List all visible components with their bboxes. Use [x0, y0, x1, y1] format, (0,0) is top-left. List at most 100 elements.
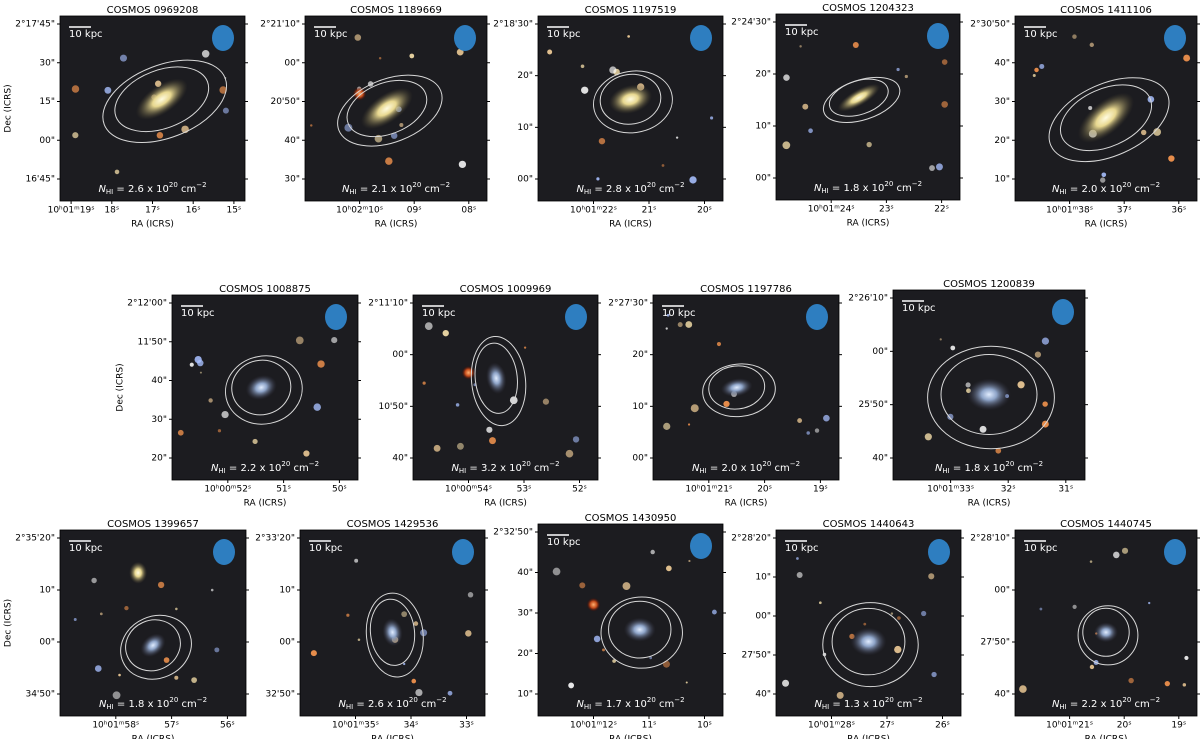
background-source — [1017, 381, 1025, 389]
nhi-value: = 1.3 x 10 — [829, 699, 885, 710]
hi-contour — [369, 598, 416, 666]
background-source — [403, 662, 406, 666]
background-source — [467, 592, 474, 598]
y-tick-label: 30" — [151, 415, 167, 425]
background-source — [222, 107, 229, 114]
x-tick-label: 10ʰ00ᵐ54ˢ — [445, 485, 492, 495]
background-source — [716, 341, 722, 347]
background-source — [217, 429, 222, 433]
background-source — [73, 618, 77, 621]
x-tick-label: 33ˢ — [459, 721, 474, 731]
panel: 10 kpc COSMOS 1440745 NHI = 2.2 x 1020 cm−… — [970, 519, 1200, 739]
background-source — [385, 157, 393, 165]
y-tick-label: 30" — [39, 58, 55, 68]
background-source — [447, 690, 453, 696]
nhi-symbol: N — [1052, 184, 1060, 195]
background-source — [129, 561, 148, 584]
background-source — [295, 336, 304, 345]
x-tick-label: 10ʰ01ᵐ19ˢ — [48, 206, 95, 216]
scale-bar-label: 10 kpc — [1024, 543, 1058, 554]
x-axis-label: RA (ICRS) — [1085, 735, 1128, 739]
background-source — [461, 365, 476, 380]
y-tick-label: 27'50" — [980, 638, 1010, 648]
y-tick-label: 10" — [517, 123, 533, 133]
x-tick-label: 51ˢ — [276, 485, 291, 495]
background-source — [689, 176, 697, 184]
y-tick-label: 2°35'20" — [15, 534, 55, 544]
background-source — [357, 638, 361, 641]
background-source — [354, 34, 362, 41]
background-source — [124, 605, 129, 611]
x-axis-label: RA (ICRS) — [244, 499, 287, 509]
hi-contour — [599, 73, 662, 125]
y-tick-label: 10" — [39, 586, 55, 596]
background-source — [1072, 34, 1077, 39]
x-tick-label: 22ˢ — [934, 205, 949, 215]
background-source — [1032, 74, 1036, 78]
background-source — [649, 656, 653, 660]
background-source — [1148, 601, 1151, 605]
background-source — [413, 621, 419, 626]
column-density-label: NHI = 2.6 x 1020 cm−2 — [338, 696, 446, 711]
column-density-label: NHI = 2.6 x 1020 cm−2 — [98, 181, 206, 196]
nhi-exponent: 20 — [762, 460, 771, 468]
background-source — [1019, 685, 1027, 693]
background-source — [799, 45, 802, 48]
scale-bar-label: 10 kpc — [1024, 29, 1058, 40]
nhi-exponent: 20 — [522, 460, 531, 468]
y-tick-label: 2°24'30" — [731, 18, 771, 28]
hi-contour — [114, 66, 210, 133]
background-source — [602, 648, 605, 652]
background-source — [378, 57, 382, 60]
background-source — [818, 601, 822, 605]
nhi-subscript: HI — [942, 467, 949, 475]
background-source — [313, 403, 321, 411]
beam — [452, 539, 474, 565]
y-tick-label: 20" — [517, 71, 533, 81]
nhi-symbol: N — [576, 184, 584, 195]
y-axis-label: Dec (ICRS) — [4, 599, 14, 647]
x-tick-label: 11ˢ — [642, 721, 657, 731]
nhi-exponent: 20 — [1005, 460, 1014, 468]
y-tick-label: 2°21'10" — [260, 20, 300, 30]
background-source — [663, 422, 671, 430]
x-tick-label: 56ˢ — [220, 721, 235, 731]
beam — [565, 304, 587, 330]
nhi-unit-exponent: −2 — [912, 696, 922, 704]
panel-frame — [652, 294, 840, 481]
y-tick-label: 30" — [994, 97, 1010, 107]
background-source — [665, 327, 668, 330]
background-source — [208, 398, 213, 403]
y-tick-label: 40" — [151, 376, 167, 386]
x-axis-label: RA (ICRS) — [375, 220, 418, 230]
background-source — [442, 330, 449, 337]
background-source — [1140, 129, 1147, 136]
nhi-unit-exponent: −2 — [309, 460, 319, 468]
background-source — [941, 101, 948, 108]
x-tick-label: 10ʰ01ᵐ58ˢ — [92, 721, 139, 731]
y-tick-label: 32'50" — [265, 690, 295, 700]
background-source — [712, 609, 717, 615]
nhi-symbol: N — [814, 183, 822, 194]
galaxy — [850, 627, 887, 656]
background-source — [346, 613, 350, 617]
hi-contour — [822, 76, 901, 123]
x-axis-label: RA (ICRS) — [968, 499, 1011, 509]
nhi-exponent: 20 — [169, 181, 178, 189]
column-density-label: NHI = 2.0 x 1020 cm−2 — [1052, 181, 1160, 196]
background-source — [409, 53, 415, 59]
background-source — [433, 444, 441, 452]
background-source — [796, 572, 803, 578]
y-tick-label: 10" — [994, 175, 1010, 185]
background-source — [197, 359, 204, 367]
background-source — [91, 577, 97, 584]
scale-bar-label: 10 kpc — [785, 543, 819, 554]
panel-title: COSMOS 1197786 — [700, 284, 792, 295]
beam — [325, 304, 347, 330]
background-source — [455, 403, 460, 407]
panel: 10 kpc COSMOS 1197786 NHI = 2.0 x 1020 cm−… — [608, 284, 842, 509]
hi-contour — [708, 365, 766, 410]
panel: 10 kpc COSMOS 1008875 NHI = 2.2 x 1020 cm−… — [116, 284, 361, 509]
y-tick-label: 2°30'50" — [970, 20, 1010, 30]
background-source — [415, 688, 423, 697]
